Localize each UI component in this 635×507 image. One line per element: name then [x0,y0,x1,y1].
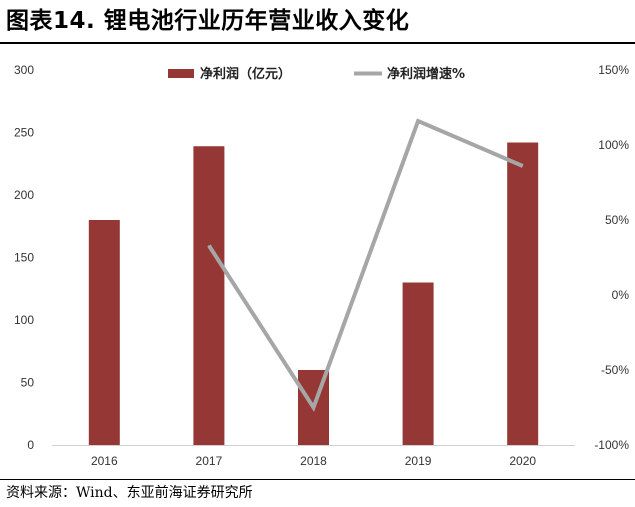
bar-series [88,142,539,445]
legend: 净利润（亿元） 净利润增速% [168,66,465,82]
line-point [313,407,314,408]
right-tick-label: 150% [598,63,629,77]
right-y-axis: -100% -50% 0% 50% 100% 150% [594,63,629,452]
bar [507,142,539,445]
left-tick-label: 50 [21,376,35,390]
right-tick-label: -100% [594,438,629,452]
right-tick-label: 100% [598,138,629,152]
line-point [522,165,524,167]
combo-chart: 0 50 100 150 200 250 300 -100% -50% 0% 50% 100% 150… [14,63,629,468]
left-tick-label: 300 [14,63,34,77]
x-axis: 2016 2017 2018 2019 2020 [52,445,575,468]
right-tick-label: 0% [612,288,630,302]
left-y-axis: 0 50 100 150 200 250 300 [14,63,34,452]
source-divider [0,479,635,480]
x-tick-label: 2019 [405,454,432,468]
legend-label-line: 净利润增速% [387,66,465,82]
legend-label-bar: 净利润（亿元） [200,66,291,82]
left-tick-label: 0 [27,438,34,452]
x-tick-label: 2016 [91,454,118,468]
bar [193,146,225,445]
line-series [207,118,524,412]
x-tick-label: 2017 [196,454,223,468]
title-divider [0,42,635,44]
bar [88,220,120,445]
source-note: 资料来源：Wind、东亚前海证券研究所 [6,485,253,501]
legend-swatch-bar [168,69,194,78]
chart-title: 图表14. 锂电池行业历年营业收入变化 [6,8,410,34]
x-tick-label: 2018 [300,454,327,468]
growth-line [207,118,524,412]
left-tick-label: 100 [14,313,34,327]
right-tick-label: -50% [601,363,629,377]
line-point [208,245,210,246]
bar [402,282,434,445]
left-tick-label: 250 [14,126,34,140]
left-tick-label: 150 [14,251,34,265]
right-tick-label: 50% [605,213,629,227]
line-point [417,120,419,122]
x-tick-label: 2020 [509,454,536,468]
left-tick-label: 200 [14,188,34,202]
